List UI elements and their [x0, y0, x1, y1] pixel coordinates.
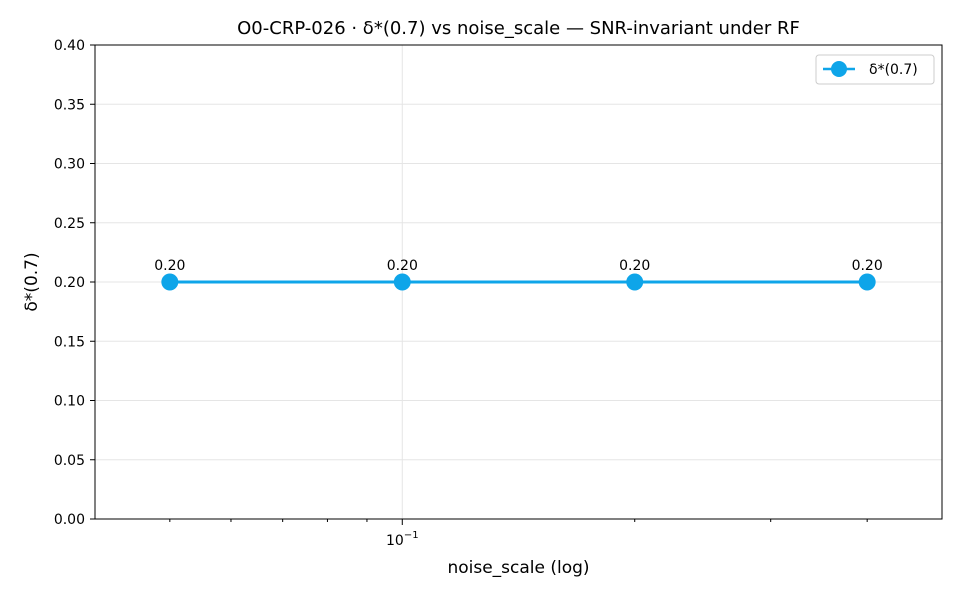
- legend-label: δ*(0.7): [869, 62, 918, 78]
- data-label: 0.20: [852, 258, 883, 274]
- data-point: [161, 273, 179, 291]
- y-tick-label: 0.05: [54, 453, 85, 469]
- data-point: [393, 273, 411, 291]
- y-tick-label: 0.10: [54, 394, 85, 410]
- legend-box: [815, 54, 935, 85]
- x-tick-label: 10−1: [386, 530, 419, 549]
- y-tick-label: 0.30: [54, 157, 85, 173]
- series-layer: 0.20 0.20 0.20 0.20: [154, 258, 883, 291]
- y-axis-title: δ*(0.7): [22, 252, 42, 311]
- y-tick-label: 0.35: [54, 97, 85, 113]
- data-label: 0.20: [619, 258, 650, 274]
- data-point: [626, 273, 644, 291]
- legend-swatch-marker: [831, 61, 847, 77]
- data-label: 0.20: [154, 258, 185, 274]
- ticks: 0.00 0.05 0.10 0.15 0.20 0.25 0.30 0.35 0.40 10−1: [54, 38, 868, 549]
- y-tick-label: 0.25: [54, 216, 85, 232]
- y-tick-label: 0.15: [54, 334, 85, 350]
- x-tick-label-exponent: −1: [404, 530, 419, 541]
- x-axis-title: noise_scale (log): [447, 558, 589, 578]
- y-tick-label: 0.20: [54, 275, 85, 291]
- x-tick-label-base: 10: [386, 533, 404, 549]
- y-tick-label: 0.40: [54, 38, 85, 54]
- data-point: [858, 273, 876, 291]
- legend: δ*(0.7): [815, 54, 935, 85]
- chart-title: O0-CRP-026 · δ*(0.7) vs noise_scale — SN…: [237, 18, 800, 39]
- y-tick-label: 0.00: [54, 512, 85, 528]
- data-label: 0.20: [387, 258, 418, 274]
